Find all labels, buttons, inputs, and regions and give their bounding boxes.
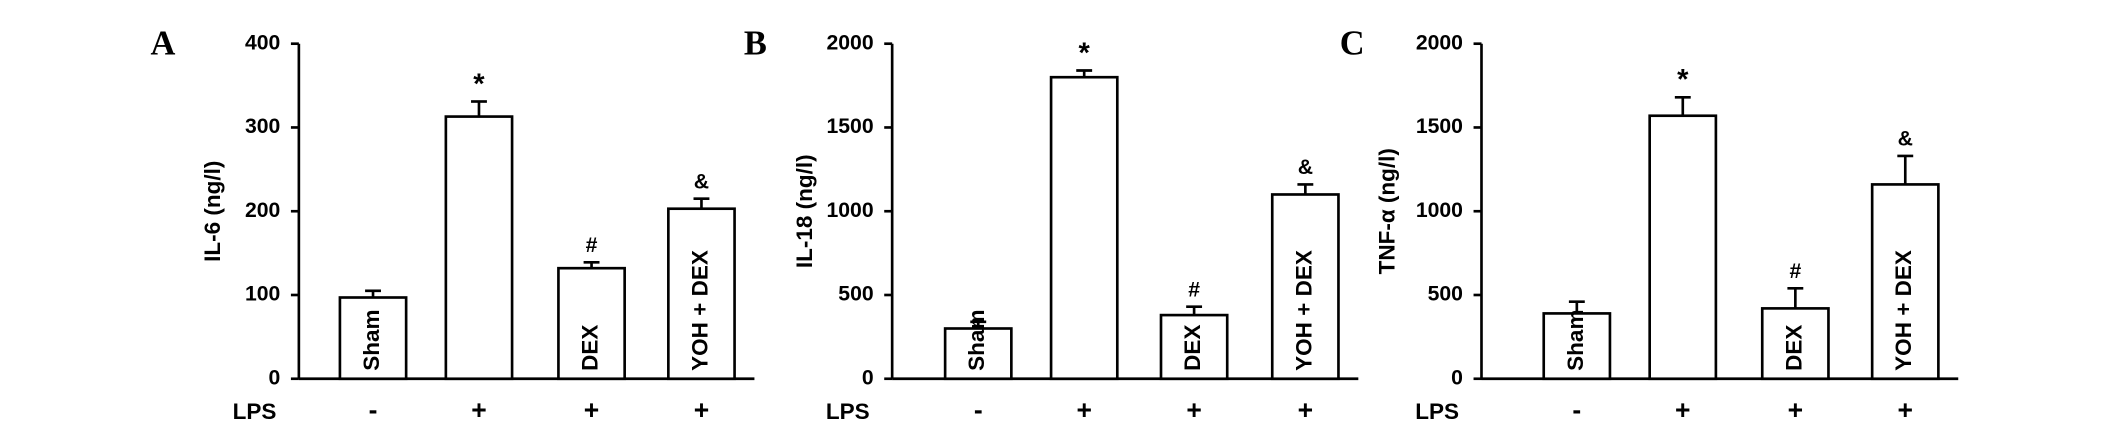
row-value: +: [1076, 395, 1091, 425]
bar-label: Sham: [964, 310, 989, 371]
y-tick-label: 300: [245, 115, 280, 138]
y-tick-label: 0: [269, 366, 281, 389]
y-tick-label: 200: [245, 199, 280, 222]
bar: [338, 296, 408, 381]
row-label: LPS: [233, 399, 277, 424]
row-label: LPS: [826, 399, 870, 424]
bar-label: DEX: [1781, 325, 1806, 371]
bar-label: Sham: [1563, 310, 1588, 371]
y-tick-label: 500: [838, 283, 873, 306]
y-tick-label: 2000: [827, 31, 874, 54]
panel-letter: B: [744, 24, 767, 62]
bar: [667, 207, 736, 381]
row-value: +: [584, 395, 599, 425]
bar: [1542, 312, 1612, 381]
bar: [1760, 307, 1830, 381]
y-tick-label: 400: [245, 31, 280, 54]
row-value: +: [1186, 395, 1201, 425]
significance-mark: *: [1079, 37, 1091, 69]
bar: [1870, 183, 1940, 381]
row-value: +: [1788, 395, 1803, 425]
row-value: -: [974, 395, 983, 425]
bar: [444, 115, 514, 381]
y-axis-label: IL-18 (ng/l): [792, 154, 817, 268]
y-tick-label: 0: [1451, 366, 1463, 389]
bar-label: Sham: [359, 310, 384, 371]
y-tick-label: 1500: [827, 115, 874, 138]
bar: [943, 327, 1013, 381]
significance-mark: #: [586, 234, 598, 257]
row-value: +: [1298, 395, 1313, 425]
bar: [1648, 114, 1718, 381]
panel-letter: A: [151, 24, 176, 62]
bar: [1049, 75, 1119, 381]
significance-mark: &: [1898, 128, 1913, 151]
y-tick-label: 0: [862, 366, 874, 389]
significance-mark: *: [1677, 64, 1689, 96]
row-value: +: [1898, 395, 1913, 425]
significance-mark: #: [1789, 260, 1801, 283]
row-value: -: [369, 395, 378, 425]
bar: [1270, 193, 1340, 381]
significance-mark: #: [1188, 278, 1200, 301]
significance-mark: *: [473, 68, 485, 100]
bar: [1159, 313, 1229, 381]
significance-mark: &: [694, 170, 709, 193]
significance-mark: &: [1298, 156, 1313, 179]
bar-label: YOH + DEX: [687, 250, 712, 371]
y-tick-label: 1500: [1416, 115, 1463, 138]
panel-letter: C: [1340, 24, 1365, 62]
bar-label: DEX: [1180, 325, 1205, 371]
y-tick-label: 1000: [827, 199, 874, 222]
y-tick-label: 1000: [1416, 199, 1463, 222]
row-value: +: [1675, 395, 1690, 425]
y-tick-label: 500: [1428, 283, 1463, 306]
bar-label: DEX: [577, 325, 602, 371]
y-axis-label: TNF-α (ng/l): [1375, 148, 1400, 274]
row-value: -: [1572, 395, 1581, 425]
bar: [557, 266, 626, 381]
y-axis-label: IL-6 (ng/l): [200, 161, 225, 262]
bar-label: YOH + DEX: [1891, 250, 1916, 371]
bar-label: YOH + DEX: [1291, 250, 1316, 371]
y-tick-label: 2000: [1416, 31, 1463, 54]
row-label: LPS: [1415, 399, 1459, 424]
row-value: +: [471, 395, 486, 425]
y-tick-label: 100: [245, 283, 280, 306]
row-value: +: [694, 395, 709, 425]
